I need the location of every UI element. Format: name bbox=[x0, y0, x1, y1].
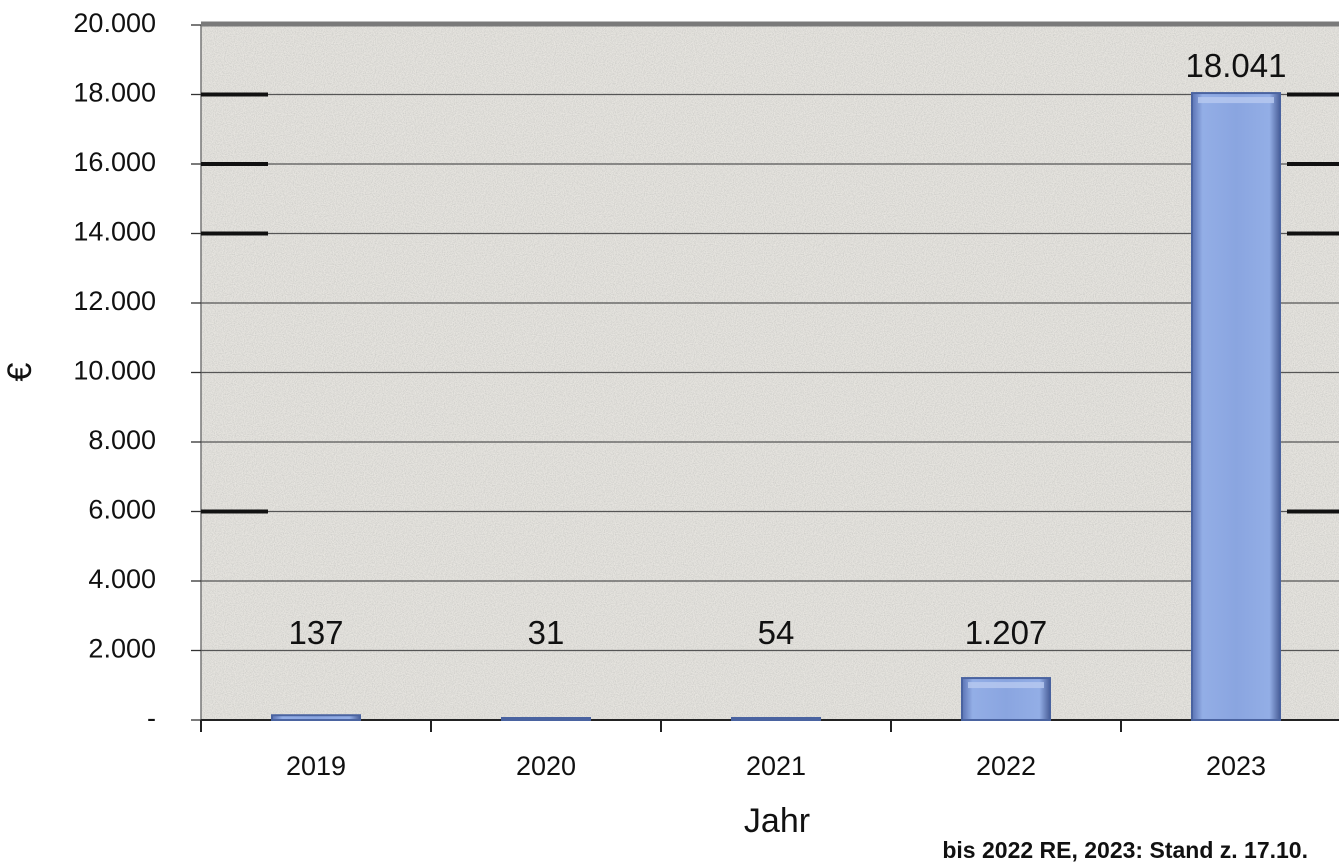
y-tick-label: 6.000 bbox=[88, 495, 156, 525]
data-labels: 137 31 54 1.207 18.041 bbox=[288, 47, 1286, 651]
x-tick-label: 2022 bbox=[976, 751, 1036, 781]
y-tick-label: 8.000 bbox=[88, 425, 156, 455]
y-axis-ticks: - 2.000 4.000 6.000 8.000 10.000 12.000 14.000 1… bbox=[73, 8, 201, 733]
x-axis-title: Jahr bbox=[744, 802, 810, 840]
bar bbox=[731, 717, 821, 721]
x-tick-label: 2019 bbox=[286, 751, 346, 781]
y-axis-title: € bbox=[1, 362, 39, 381]
data-label: 1.207 bbox=[965, 614, 1048, 651]
x-axis-ticks: 2019 2020 2021 2022 2023 bbox=[200, 720, 1266, 781]
data-label: 18.041 bbox=[1186, 47, 1287, 84]
data-label: 137 bbox=[288, 614, 343, 651]
bar bbox=[501, 717, 591, 721]
bar-highlight bbox=[968, 682, 1044, 689]
bars bbox=[271, 92, 1281, 722]
footnote: bis 2022 RE, 2023: Stand z. 17.10. bbox=[942, 837, 1308, 863]
y-tick-label: - bbox=[147, 703, 156, 733]
gridlines bbox=[201, 92, 1339, 721]
bar-highlight bbox=[1198, 97, 1274, 104]
y-tick-label: 2.000 bbox=[88, 634, 156, 664]
bar bbox=[271, 714, 361, 722]
x-tick-label: 2021 bbox=[746, 751, 806, 781]
data-label: 54 bbox=[758, 614, 795, 651]
data-label: 31 bbox=[528, 614, 565, 651]
y-tick-label: 10.000 bbox=[73, 356, 156, 386]
y-tick-label: 14.000 bbox=[73, 217, 156, 247]
y-tick-label: 16.000 bbox=[73, 147, 156, 177]
x-tick-label: 2020 bbox=[516, 751, 576, 781]
y-tick-label: 20.000 bbox=[73, 8, 156, 38]
y-tick-label: 18.000 bbox=[73, 78, 156, 108]
y-tick-label: 4.000 bbox=[88, 564, 156, 594]
bar bbox=[1191, 92, 1281, 721]
x-tick-label: 2023 bbox=[1206, 751, 1266, 781]
y-tick-label: 12.000 bbox=[73, 286, 156, 316]
